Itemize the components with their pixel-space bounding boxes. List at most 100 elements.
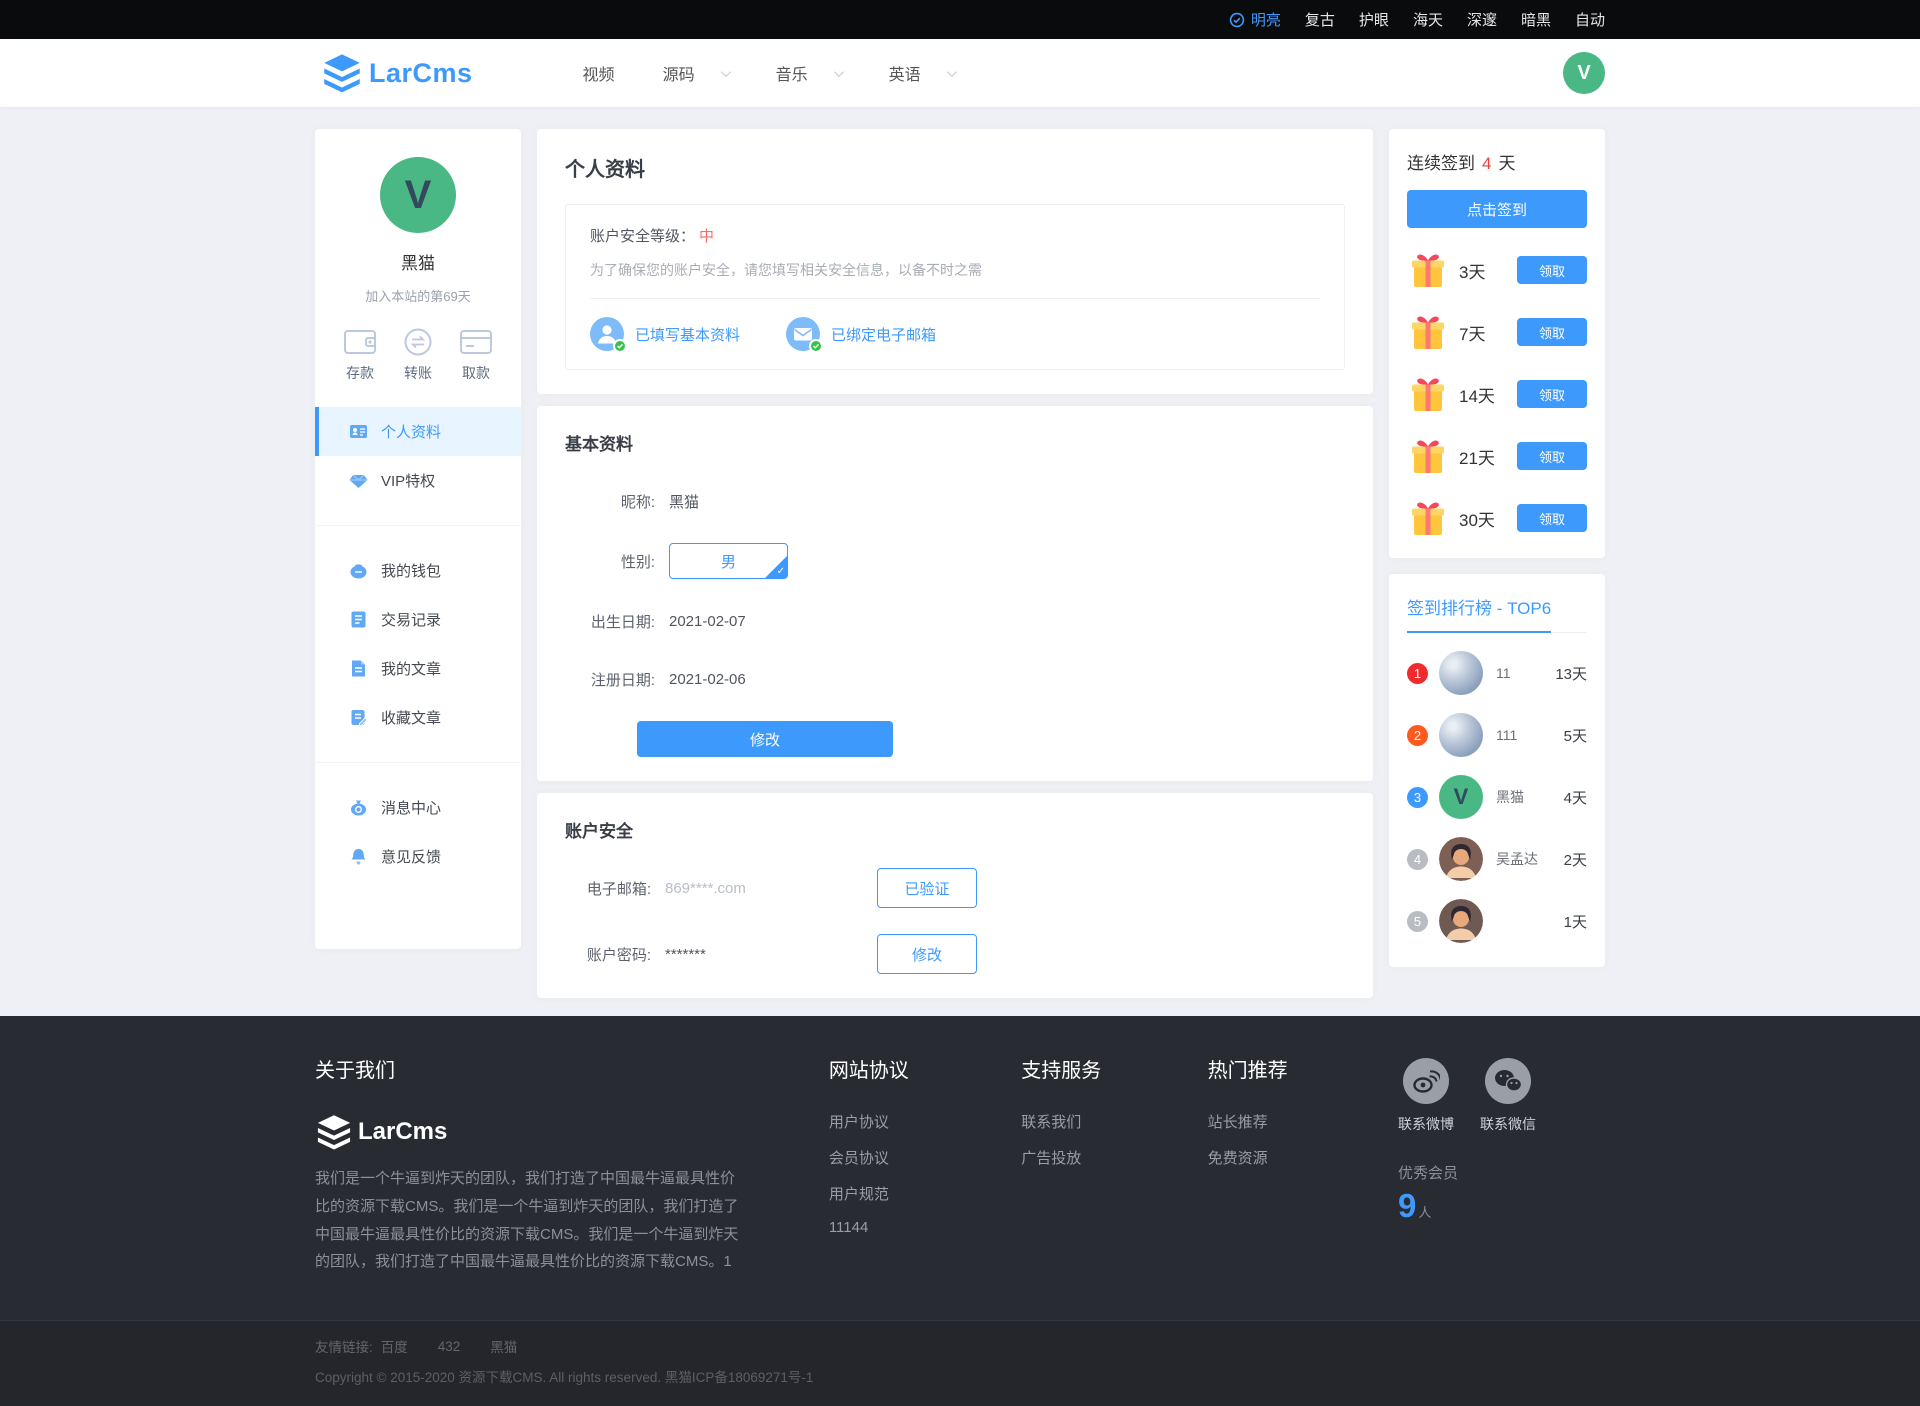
theme-item-eyecare[interactable]: 护眼 — [1359, 9, 1389, 30]
streak-suffix: 天 — [1498, 154, 1516, 173]
sidebar-item-articles[interactable]: 我的文章 — [315, 644, 521, 693]
footer-link-webmaster-recommend[interactable]: 站长推荐 — [1207, 1114, 1268, 1131]
logo-stack-icon — [315, 1113, 353, 1151]
sidebar-item-profile[interactable]: 个人资料 — [315, 407, 521, 456]
reward-days: 3天 — [1459, 262, 1486, 282]
leaderboard-header: 签到排行榜 - TOP6 — [1407, 594, 1587, 633]
nav-label: 视频 — [582, 67, 615, 84]
sidebar-item-label: 收藏文章 — [381, 710, 442, 727]
theme-item-dark[interactable]: 暗黑 — [1521, 9, 1551, 30]
checkin-card: 连续签到 4 天 点击签到 3天 领取 7天 领取 — [1389, 129, 1605, 558]
email-verified-button[interactable]: 已验证 — [877, 868, 977, 908]
theme-item-bright[interactable]: 明亮 — [1229, 9, 1281, 30]
reward-days: 21天 — [1459, 448, 1495, 468]
birthday-value: 2021-02-07 — [669, 612, 746, 630]
profile-overview-card: 个人资料 账户安全等级：中 为了确保您的账户安全，请您填写相关安全信息，以备不时… — [537, 129, 1373, 394]
nav-item-english[interactable]: 英语 — [889, 61, 957, 85]
leaderboard-row-3[interactable]: 3 V 黑猫 4天 — [1407, 775, 1587, 819]
footer-col-title: 支持服务 — [1021, 1060, 1102, 1082]
claim-button[interactable]: 领取 — [1517, 504, 1587, 532]
deposit-button[interactable]: 存款 — [342, 327, 378, 383]
nav-item-music[interactable]: 音乐 — [775, 61, 844, 85]
gender-select[interactable]: 男 ✓ — [669, 543, 788, 579]
sidebar-username: 黑猫 — [401, 254, 435, 273]
footer-link-11144[interactable]: 11144 — [828, 1219, 869, 1236]
divider — [315, 762, 521, 763]
transfer-button[interactable]: 转账 — [402, 327, 434, 383]
leaderboard-row-5[interactable]: 5 1天 — [1407, 899, 1587, 943]
security-level-label: 账户安全等级： — [590, 228, 696, 245]
avatar — [1439, 899, 1483, 943]
nav-item-video[interactable]: 视频 — [583, 61, 615, 85]
footer-link-user-agreement[interactable]: 用户协议 — [828, 1114, 889, 1131]
footer-link-free-resources[interactable]: 免费资源 — [1207, 1150, 1268, 1167]
theme-label: 海天 — [1412, 12, 1443, 29]
rank-badge: 5 — [1407, 910, 1428, 932]
social-label: 联系微信 — [1479, 1116, 1536, 1132]
sidebar-item-wallet[interactable]: 我的钱包 — [315, 546, 521, 595]
nav-label: 音乐 — [775, 67, 808, 84]
reward-days: 14天 — [1459, 386, 1495, 406]
members-number: 9 — [1397, 1187, 1417, 1224]
theme-item-deep[interactable]: 深邃 — [1467, 9, 1497, 30]
deposit-wallet-icon — [342, 327, 378, 357]
email-row: 电子邮箱: 869****.com 已验证 — [565, 868, 1345, 908]
theme-item-auto[interactable]: 自动 — [1575, 9, 1605, 30]
security-level-value: 中 — [699, 228, 715, 245]
footer-link-member-agreement[interactable]: 会员协议 — [828, 1150, 889, 1167]
password-row: 账户密码: ******* 修改 — [565, 934, 1345, 974]
checkin-streak: 连续签到 4 天 — [1407, 149, 1587, 174]
streak-prefix: 连续签到 — [1407, 154, 1475, 173]
friend-link-heimao[interactable]: 黑猫 — [490, 1340, 518, 1355]
theme-item-ocean[interactable]: 海天 — [1413, 9, 1443, 30]
reward-row-7d: 7天 领取 — [1407, 312, 1587, 352]
leaderboard-row-4[interactable]: 4 吴孟达 2天 — [1407, 837, 1587, 881]
nickname-value: 黑猫 — [669, 493, 700, 511]
profile-card-icon — [349, 422, 368, 441]
modify-profile-button[interactable]: 修改 — [637, 721, 893, 757]
theme-item-retro[interactable]: 复古 — [1305, 9, 1335, 30]
footer-link-contact-us[interactable]: 联系我们 — [1021, 1114, 1082, 1131]
footer-about-text: 我们是一个牛逼到炸天的团队，我们打造了中国最牛逼最具性价比的资源下载CMS。我们… — [315, 1170, 739, 1271]
footer-link-advertising[interactable]: 广告投放 — [1021, 1150, 1082, 1167]
leaderboard-name: 吴孟达 — [1496, 851, 1538, 867]
sidebar-item-favorites[interactable]: 收藏文章 — [315, 693, 521, 742]
articles-icon — [349, 659, 368, 678]
friend-link-432[interactable]: 432 — [437, 1338, 461, 1354]
nickname-label: 昵称: — [620, 493, 655, 511]
mail-check-icon — [786, 317, 824, 353]
leaderboard-name: 黑猫 — [1496, 789, 1524, 805]
claim-button[interactable]: 领取 — [1517, 256, 1587, 284]
sidebar-item-vip[interactable]: VIP特权 — [315, 456, 521, 505]
sidebar-item-transactions[interactable]: 交易记录 — [315, 595, 521, 644]
user-avatar[interactable]: V — [1563, 52, 1605, 94]
sidebar-item-feedback[interactable]: 意见反馈 — [315, 832, 521, 881]
claim-button[interactable]: 领取 — [1517, 442, 1587, 470]
withdraw-button[interactable]: 取款 — [458, 327, 494, 383]
avatar-letter: V — [1453, 784, 1469, 809]
claim-button[interactable]: 领取 — [1517, 318, 1587, 346]
avatar — [1439, 713, 1483, 757]
footer-link-user-rules[interactable]: 用户规范 — [828, 1186, 889, 1203]
footer-logo-text: LarCms — [358, 1118, 448, 1145]
section-title: 基本资料 — [565, 435, 633, 454]
leaderboard-row-2[interactable]: 2 111 5天 — [1407, 713, 1587, 757]
sidebar-item-label: 我的钱包 — [381, 563, 442, 580]
leaderboard-row-1[interactable]: 1 11 13天 — [1407, 651, 1587, 695]
checkin-button[interactable]: 点击签到 — [1407, 190, 1587, 228]
reward-row-21d: 21天 领取 — [1407, 436, 1587, 476]
wechat-contact[interactable]: 联系微信 — [1480, 1058, 1536, 1134]
selected-check-icon: ✓ — [776, 566, 785, 577]
nav-item-source[interactable]: 源码 — [663, 61, 731, 85]
weibo-contact[interactable]: 联系微博 — [1398, 1058, 1454, 1134]
action-label: 存款 — [346, 365, 374, 381]
sidebar-item-messages[interactable]: 消息中心 — [315, 783, 521, 832]
logo[interactable]: LarCms — [321, 52, 473, 94]
friend-link-baidu[interactable]: 百度 — [380, 1340, 408, 1355]
leaderboard-days: 2天 — [1563, 851, 1587, 869]
gender-label: 性别: — [620, 553, 655, 571]
modify-password-button[interactable]: 修改 — [877, 934, 977, 974]
gift-icon — [1407, 374, 1449, 414]
claim-button[interactable]: 领取 — [1517, 380, 1587, 408]
